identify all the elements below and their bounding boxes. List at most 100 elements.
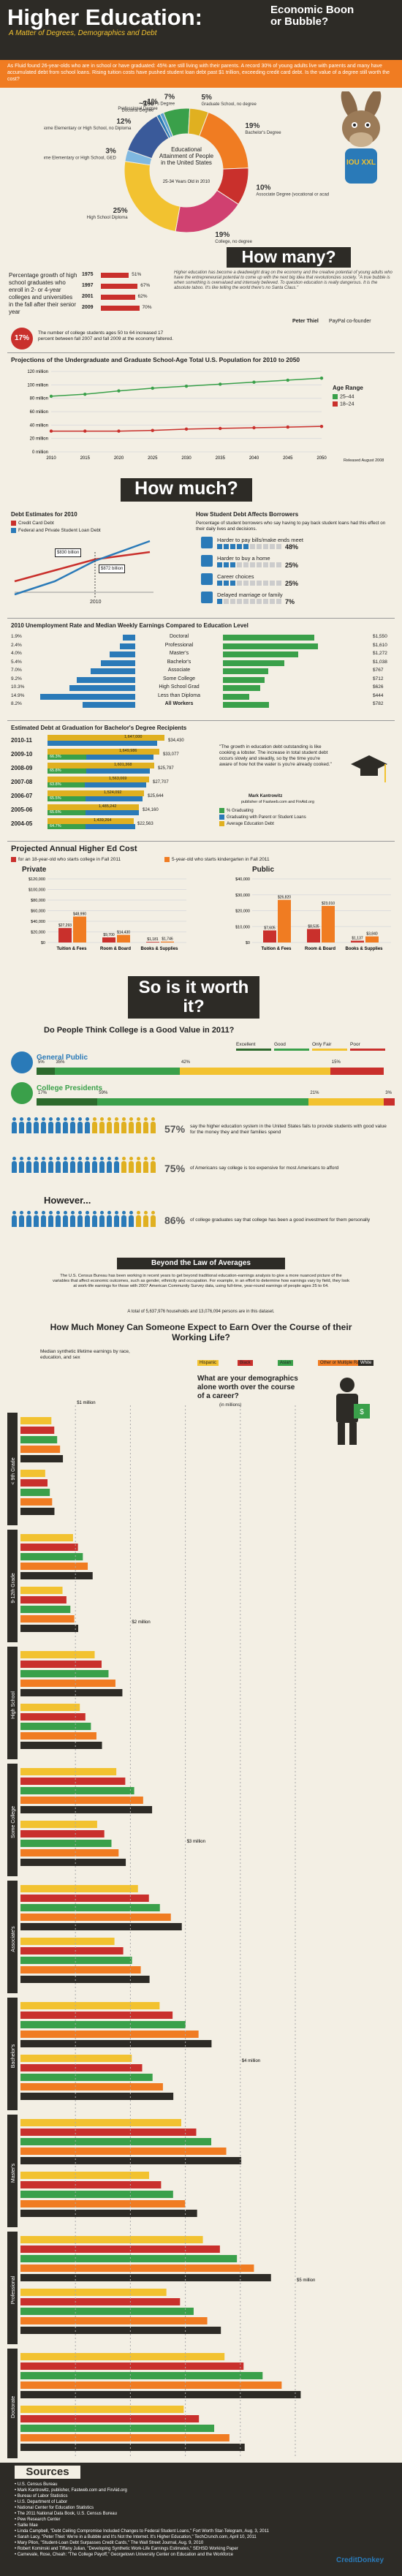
- donut-slice-label: Master's Degree: [143, 102, 175, 106]
- grad-pct: 66.3%: [50, 755, 61, 759]
- earnings-bar: [20, 1670, 109, 1677]
- person-icon: [18, 1157, 25, 1173]
- education-level: Professional: [164, 642, 194, 648]
- donut-slice: [124, 160, 181, 233]
- value-segment-pct: 15%: [331, 1060, 341, 1065]
- person-icon: [121, 1157, 127, 1173]
- education-level: Bachelor's: [167, 659, 191, 665]
- effect-square: [270, 599, 275, 604]
- enrollment-bar: [101, 295, 135, 300]
- law-foot: A total of 5,637,976 households and 13,0…: [127, 1310, 275, 1314]
- cost-bar-now: [351, 940, 364, 943]
- x-tick-label: 2035: [216, 456, 226, 461]
- grad-debt-bar-b: [48, 755, 153, 760]
- person-icon: [77, 1157, 83, 1173]
- how-many-title: How many?: [227, 247, 351, 268]
- tagline: A Matter of Degrees, Demographics and De…: [9, 29, 157, 37]
- earnings-bar: [223, 676, 265, 683]
- effect-square: [257, 562, 262, 567]
- person-icon: [77, 1211, 83, 1227]
- y-tick-label: 60 million: [30, 410, 48, 415]
- y-tick-label: $60,000: [31, 910, 45, 914]
- earnings-bar: [20, 2372, 263, 2379]
- effect-square: [276, 544, 281, 549]
- main-subtitle: Economic Boon or Bubble?: [270, 4, 354, 28]
- y-tick-label: $0: [41, 941, 45, 945]
- source-item: • The 2011 National Data Book, U.S. Cens…: [15, 2512, 117, 2516]
- person-icon: [69, 1117, 76, 1133]
- axis-label: $3 million: [187, 1840, 205, 1844]
- divider: [7, 841, 395, 842]
- enrollment-pct: 62%: [137, 294, 148, 299]
- grad-avg-debt: $24,160: [143, 808, 159, 812]
- person-icon: [113, 1211, 120, 1227]
- effect-square: [217, 544, 222, 549]
- x-tick-label: 2015: [80, 456, 91, 461]
- earnings-bar: [20, 1489, 50, 1496]
- effect-square: [217, 581, 222, 586]
- unemployment-bar: [123, 635, 135, 641]
- person-icon: [26, 1117, 32, 1133]
- earnings-bar: [20, 1470, 45, 1477]
- earnings-bar: [20, 1446, 61, 1453]
- education-level: Associate: [167, 668, 191, 673]
- series-point: [319, 424, 324, 428]
- earnings-bar: [20, 1768, 117, 1775]
- value-segment: [37, 1068, 55, 1075]
- effect-square: [230, 581, 235, 586]
- thiel-role: PayPal co-founder: [329, 319, 371, 324]
- debt-estimates-title: Debt Estimates for 2010: [11, 511, 77, 518]
- series-point: [286, 378, 289, 382]
- earnings-bar: [20, 1947, 124, 1954]
- enrollment-pct: 51%: [132, 272, 142, 277]
- earnings-bar: [20, 2148, 227, 2155]
- level-label: Master's: [11, 2163, 16, 2183]
- unemployment-rate: 8.2%: [11, 701, 22, 706]
- y-tick-label: 80 million: [30, 397, 48, 401]
- effect-square: [217, 562, 222, 567]
- weekly-earnings: $1,038: [373, 659, 387, 665]
- effect-square: [230, 599, 235, 604]
- lifetime-legend-item: Asian: [278, 1360, 294, 1366]
- earnings-bar: [20, 1596, 67, 1604]
- level-band: [7, 1530, 18, 1642]
- effect-square: [250, 581, 255, 586]
- age-range-legend-title: Age Range: [333, 385, 363, 391]
- person-icon: [69, 1211, 76, 1227]
- grad-avg-debt: $27,707: [153, 780, 169, 785]
- earnings-bar: [20, 1938, 115, 1945]
- earnings-bar: [20, 2415, 200, 2422]
- donut-center-sub: 25-34 Years Old in 2010: [162, 180, 211, 184]
- donut-slice-pct: 10%: [256, 184, 270, 192]
- grad-year: 2008-09: [11, 765, 33, 771]
- earnings-bar: [20, 1572, 93, 1579]
- earnings-bar: [20, 2308, 194, 2315]
- earnings-bar: [20, 2172, 149, 2179]
- grad-year: 2006-07: [11, 793, 33, 799]
- stat-75-pct: 75%: [164, 1163, 186, 1174]
- effect-square: [257, 544, 262, 549]
- unemployment-bar: [40, 693, 135, 700]
- grad-avg-debt: $22,563: [137, 822, 153, 826]
- effect-square: [250, 599, 255, 604]
- earnings-bar: [20, 2434, 230, 2441]
- earnings-bar: [20, 1544, 78, 1551]
- earnings-bar: [20, 1859, 126, 1866]
- demographics-question-sub: (in millions): [219, 1403, 242, 1408]
- grad-year: 2004-05: [11, 820, 33, 827]
- cost-later-label: $1,746: [162, 937, 173, 942]
- series-point: [319, 376, 324, 380]
- person-icon: [33, 1157, 39, 1173]
- kantrowitz-quote: "The growth in education debt outstandin…: [219, 744, 332, 767]
- donut-slice-pct: 5%: [201, 94, 212, 102]
- earnings-bar: [20, 2289, 167, 2296]
- effect-pct: 48%: [285, 543, 299, 551]
- effect-square: [276, 581, 281, 586]
- earnings-bar: [20, 2245, 220, 2253]
- axis-label: $4 million: [242, 2059, 260, 2063]
- earnings-bar: [20, 2031, 199, 2038]
- y-tick-label: $80,000: [31, 899, 45, 903]
- earnings-bar: [20, 1417, 52, 1424]
- person-icon: [55, 1117, 61, 1133]
- earnings-bar: [20, 1976, 150, 1983]
